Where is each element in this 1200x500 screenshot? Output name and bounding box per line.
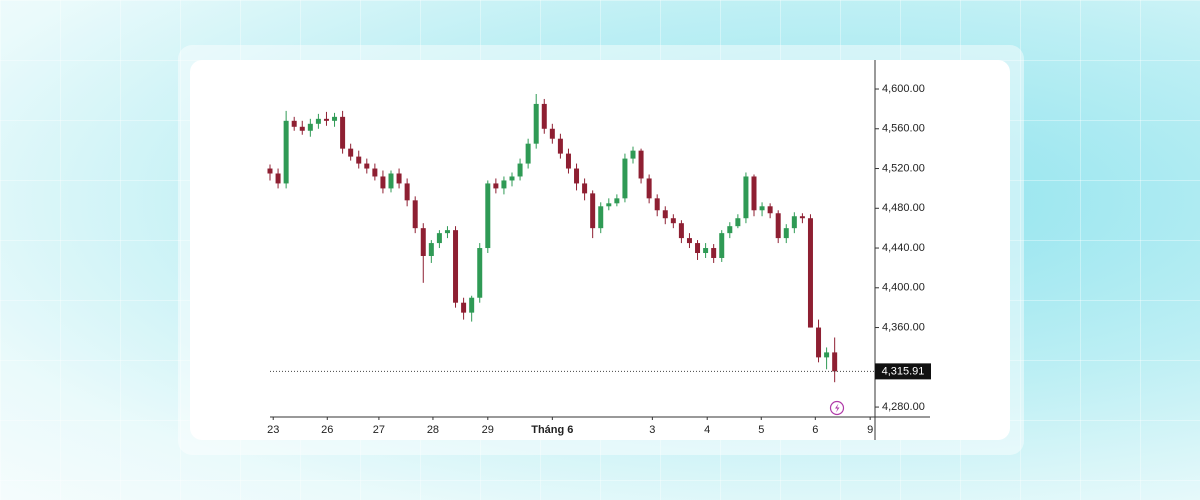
candle-body: [703, 248, 709, 254]
x-tick-label: 29: [482, 424, 494, 436]
candle-body: [461, 302, 467, 313]
candle-body: [332, 116, 338, 121]
x-tick-label: 27: [373, 424, 385, 436]
y-tick-label: 4,600.00: [882, 83, 925, 95]
candle-body: [767, 206, 773, 214]
candle-body: [832, 352, 838, 372]
candle-body: [509, 176, 515, 181]
candle-body: [557, 138, 563, 154]
y-tick-label: 4,280.00: [882, 401, 925, 413]
candle-body: [662, 210, 668, 219]
candle-body: [541, 103, 547, 129]
candle-body: [598, 206, 604, 229]
candle-body: [582, 183, 588, 194]
x-tick-label: 3: [649, 424, 655, 436]
candle-body: [654, 198, 660, 211]
candle-body: [436, 233, 442, 244]
candle-body: [606, 203, 612, 207]
candle-body: [323, 118, 329, 121]
candle-body: [428, 243, 434, 256]
x-tick-label: 26: [321, 424, 333, 436]
candle-body: [622, 158, 628, 199]
candle-body: [501, 180, 507, 189]
candle-body: [799, 216, 805, 219]
candle-body: [348, 148, 354, 157]
candle-body: [283, 120, 289, 184]
candle-body: [678, 223, 684, 239]
candle-body: [670, 218, 676, 224]
candle-body: [735, 218, 741, 227]
candle-body: [453, 230, 459, 303]
candle-body: [485, 183, 491, 249]
x-tick-label: 23: [267, 424, 279, 436]
candle-body: [372, 168, 378, 177]
candle-body: [380, 176, 386, 189]
candle-body: [614, 198, 620, 204]
candle-body: [590, 193, 596, 229]
candle-body: [727, 226, 733, 234]
candle-body: [759, 206, 765, 211]
candle-body: [477, 248, 483, 298]
y-tick-label: 4,400.00: [882, 282, 925, 294]
chart-card: [190, 60, 1010, 440]
x-tick-label: 4: [704, 424, 710, 436]
x-tick-label: 9: [867, 424, 873, 436]
candle-body: [299, 126, 305, 131]
candle-body: [695, 243, 701, 254]
x-tick-label: 5: [758, 424, 764, 436]
candle-body: [824, 352, 830, 358]
y-tick-label: 4,560.00: [882, 123, 925, 135]
candle-body: [646, 178, 652, 199]
candle-body: [315, 118, 321, 124]
y-tick-label: 4,440.00: [882, 242, 925, 254]
candle-body: [775, 213, 781, 239]
candle-body: [469, 297, 475, 313]
candle-body: [638, 150, 644, 179]
last-price-box: [875, 363, 931, 380]
candle-body: [267, 168, 273, 174]
candle-body: [791, 216, 797, 229]
candle-body: [686, 238, 692, 244]
candle-body: [307, 123, 313, 131]
x-tick-label: 28: [427, 424, 439, 436]
candle-body: [444, 230, 450, 234]
x-tick-label: 6: [812, 424, 818, 436]
candle-body: [291, 120, 297, 127]
candle-body: [711, 248, 717, 258]
x-tick-label: Tháng 6: [531, 424, 573, 436]
candle-body: [396, 173, 402, 184]
candle-body: [525, 143, 531, 164]
candle-body: [412, 200, 418, 229]
candle-body: [275, 173, 281, 184]
candle-body: [517, 163, 523, 177]
candle-body: [340, 116, 346, 149]
candle-body: [533, 103, 539, 144]
candle-body: [364, 163, 370, 169]
candle-body: [751, 176, 757, 211]
candle-body: [404, 183, 410, 201]
candle-body: [574, 168, 580, 184]
candle-body: [493, 183, 499, 189]
candle-body: [388, 173, 394, 189]
y-tick-label: 4,480.00: [882, 202, 925, 214]
candle-body: [783, 228, 789, 239]
candle-body: [549, 128, 555, 139]
candle-body: [816, 327, 822, 358]
candle-body: [356, 156, 362, 164]
last-price-label: 4,315.91: [882, 365, 925, 377]
candle-body: [719, 233, 725, 258]
candle-body: [743, 176, 749, 219]
candle-body: [420, 228, 426, 256]
y-tick-label: 4,520.00: [882, 162, 925, 174]
candle-body: [565, 153, 571, 169]
alert-icon: [829, 400, 845, 416]
candle-body: [807, 218, 813, 328]
candle-body: [630, 150, 636, 159]
y-tick-label: 4,360.00: [882, 321, 925, 333]
